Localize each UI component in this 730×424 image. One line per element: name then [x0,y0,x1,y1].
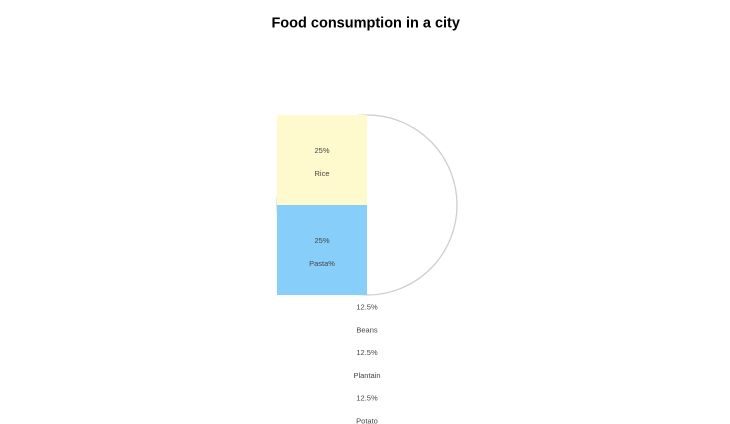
svg-text:Rice: Rice [314,169,329,178]
svg-text:12.5%: 12.5% [356,394,378,403]
svg-text:Potato: Potato [356,417,378,424]
svg-text:Food consumption in a city: Food consumption in a city [271,16,460,32]
svg-text:Pasta%: Pasta% [309,259,335,268]
svg-text:12.5%: 12.5% [356,348,378,357]
svg-text:Beans: Beans [356,325,378,334]
svg-text:25%: 25% [314,236,329,245]
svg-text:Plantain: Plantain [353,371,380,380]
svg-text:25%: 25% [314,146,329,155]
svg-text:12.5%: 12.5% [356,303,378,312]
